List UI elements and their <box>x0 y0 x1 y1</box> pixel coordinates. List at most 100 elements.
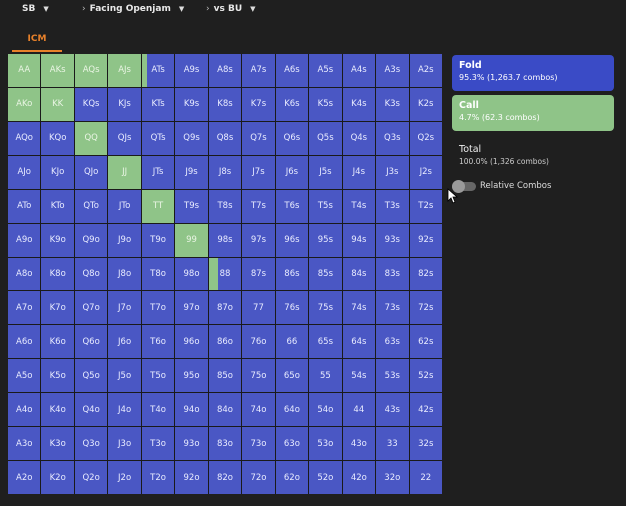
hand-cell[interactable]: 95o <box>175 359 208 393</box>
hand-cell[interactable]: T6s <box>275 189 309 223</box>
hand-cell[interactable]: A4o <box>8 393 41 427</box>
hand-cell[interactable]: 43s <box>376 393 409 427</box>
hand-cell[interactable]: J2s <box>409 155 442 189</box>
fold-legend[interactable]: Fold 95.3% (1,263.7 combos) <box>452 55 614 91</box>
hand-cell[interactable]: 33 <box>376 427 409 461</box>
call-legend[interactable]: Call 4.7% (62.3 combos) <box>452 95 614 131</box>
hand-cell[interactable]: T5s <box>309 189 342 223</box>
hand-cell[interactable]: J9o <box>108 223 141 257</box>
hand-cell[interactable]: 42s <box>409 393 442 427</box>
hand-cell[interactable]: 86s <box>275 257 309 291</box>
hand-cell[interactable]: A9o <box>8 223 41 257</box>
hand-cell[interactable]: K4o <box>41 393 74 427</box>
hand-cell[interactable]: K2s <box>409 87 442 121</box>
position-selector[interactable]: SB ▼ <box>22 4 49 14</box>
hand-cell[interactable]: J9s <box>175 155 208 189</box>
hand-cell[interactable]: 75o <box>242 359 275 393</box>
hand-cell[interactable]: 44 <box>342 393 376 427</box>
hand-cell[interactable]: 98o <box>175 257 208 291</box>
hand-cell[interactable]: T2o <box>141 461 175 494</box>
hand-cell[interactable]: Q9s <box>175 121 208 155</box>
hand-cell[interactable]: KTo <box>41 189 74 223</box>
hand-cell[interactable]: A7s <box>242 54 275 87</box>
hand-cell[interactable]: 72o <box>242 461 275 494</box>
hand-cell[interactable]: AA <box>8 54 41 87</box>
hand-cell[interactable]: Q7s <box>242 121 275 155</box>
hand-cell[interactable]: 42o <box>342 461 376 494</box>
hand-cell[interactable]: 95s <box>309 223 342 257</box>
hand-cell[interactable]: QQ <box>74 121 108 155</box>
hand-cell[interactable]: AQo <box>8 121 41 155</box>
hand-cell[interactable]: 92o <box>175 461 208 494</box>
hand-cell[interactable]: 87o <box>208 291 242 325</box>
hand-cell[interactable]: T8o <box>141 257 175 291</box>
hand-cell[interactable]: T7s <box>242 189 275 223</box>
hand-cell[interactable]: 74o <box>242 393 275 427</box>
hand-cell[interactable]: J6o <box>108 325 141 359</box>
toggle-knob[interactable] <box>452 180 465 193</box>
hand-cell[interactable]: JTo <box>108 189 141 223</box>
opponent-selector[interactable]: › vs BU ▼ <box>206 4 256 14</box>
hand-cell[interactable]: J7s <box>242 155 275 189</box>
hand-cell[interactable]: 73o <box>242 427 275 461</box>
hand-cell[interactable]: 62s <box>409 325 442 359</box>
hand-cell[interactable]: A2o <box>8 461 41 494</box>
hand-cell[interactable]: 62o <box>275 461 309 494</box>
hand-cell[interactable]: J8o <box>108 257 141 291</box>
hand-cell[interactable]: 63s <box>376 325 409 359</box>
hand-cell[interactable]: A8s <box>208 54 242 87</box>
hand-cell[interactable]: AKs <box>41 54 74 87</box>
hand-cell[interactable]: K3o <box>41 427 74 461</box>
hand-cell[interactable]: 82o <box>208 461 242 494</box>
hand-cell[interactable]: 65s <box>309 325 342 359</box>
hand-cell[interactable]: 97o <box>175 291 208 325</box>
hand-cell[interactable]: J6s <box>275 155 309 189</box>
hand-cell[interactable]: Q2s <box>409 121 442 155</box>
hand-cell[interactable]: 76s <box>275 291 309 325</box>
hand-cell[interactable]: Q3o <box>74 427 108 461</box>
hand-cell[interactable]: K2o <box>41 461 74 494</box>
hand-cell[interactable]: TT <box>141 189 175 223</box>
hand-cell[interactable]: 53s <box>376 359 409 393</box>
hand-cell[interactable]: KJo <box>41 155 74 189</box>
hand-cell[interactable]: J4s <box>342 155 376 189</box>
hand-cell[interactable]: 83o <box>208 427 242 461</box>
hand-cell[interactable]: K7o <box>41 291 74 325</box>
hand-cell[interactable]: J3o <box>108 427 141 461</box>
hand-cell[interactable]: AQs <box>74 54 108 87</box>
hand-cell[interactable]: K5s <box>309 87 342 121</box>
hand-cell[interactable]: 64s <box>342 325 376 359</box>
hand-cell[interactable]: K8o <box>41 257 74 291</box>
hand-cell[interactable]: 85o <box>208 359 242 393</box>
hand-cell[interactable]: Q6o <box>74 325 108 359</box>
hand-cell[interactable]: 83s <box>376 257 409 291</box>
hand-cell[interactable]: 98s <box>208 223 242 257</box>
hand-cell[interactable]: 96o <box>175 325 208 359</box>
hand-cell[interactable]: T4o <box>141 393 175 427</box>
hand-cell[interactable]: A5s <box>309 54 342 87</box>
hand-cell[interactable]: K6o <box>41 325 74 359</box>
hand-cell[interactable]: 92s <box>409 223 442 257</box>
hand-cell[interactable]: 93o <box>175 427 208 461</box>
hand-cell[interactable]: 84s <box>342 257 376 291</box>
hand-cell[interactable]: 73s <box>376 291 409 325</box>
hand-cell[interactable]: J2o <box>108 461 141 494</box>
hand-cell[interactable]: 63o <box>275 427 309 461</box>
hand-cell[interactable]: KK <box>41 87 74 121</box>
hand-cell[interactable]: KTs <box>141 87 175 121</box>
hand-cell[interactable]: 52s <box>409 359 442 393</box>
hand-cell[interactable]: T5o <box>141 359 175 393</box>
hand-cell[interactable]: K5o <box>41 359 74 393</box>
hand-cell[interactable]: 74s <box>342 291 376 325</box>
hand-cell[interactable]: J5o <box>108 359 141 393</box>
hand-cell[interactable]: 77 <box>242 291 275 325</box>
hand-cell[interactable]: T4s <box>342 189 376 223</box>
hand-cell[interactable]: 53o <box>309 427 342 461</box>
hand-cell[interactable]: Q4s <box>342 121 376 155</box>
hand-cell[interactable]: 32s <box>409 427 442 461</box>
hand-cell[interactable]: K6s <box>275 87 309 121</box>
hand-cell[interactable]: J4o <box>108 393 141 427</box>
hand-cell[interactable]: Q3s <box>376 121 409 155</box>
hand-cell[interactable]: Q5o <box>74 359 108 393</box>
hand-cell[interactable]: QTo <box>74 189 108 223</box>
